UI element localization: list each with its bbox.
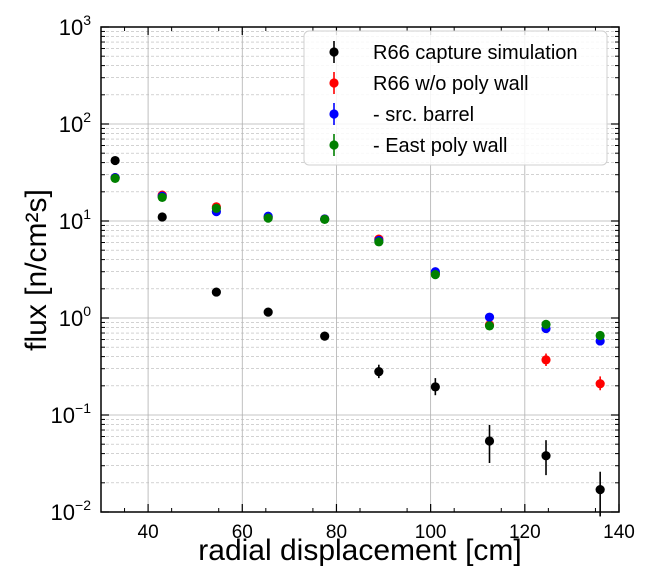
y-tick-label: 10−1 — [51, 400, 92, 428]
data-point — [320, 214, 330, 224]
data-point — [541, 451, 551, 461]
series-4 — [110, 173, 605, 341]
data-point — [211, 287, 221, 297]
x-axis-label: radial displacement [cm] — [198, 534, 521, 567]
y-tick-label: 102 — [59, 109, 91, 137]
data-point — [430, 382, 440, 392]
data-point — [263, 213, 273, 223]
legend: R66 capture simulation R66 w/o poly wall -… — [303, 30, 608, 166]
data-point — [484, 321, 495, 331]
y-axis-label: flux [n/cm²s] — [20, 189, 53, 351]
legend-item: - East poly wall — [329, 134, 508, 157]
x-tick-label: 120 — [509, 522, 541, 543]
legend-marker — [329, 47, 339, 57]
y-tick-label: 100 — [59, 303, 91, 331]
legend-item: R66 w/o poly wall — [329, 72, 529, 95]
legend-label: R66 w/o poly wall — [373, 73, 529, 95]
data-point — [374, 237, 384, 247]
y-tick-label: 103 — [59, 12, 91, 40]
data-point — [595, 485, 605, 495]
data-point — [595, 330, 605, 341]
legend-label: R66 capture simulation — [373, 42, 578, 64]
data-point — [110, 155, 120, 166]
legend-marker — [329, 109, 339, 119]
legend-item: - src. barrel — [329, 103, 474, 126]
legend-label: - East poly wall — [373, 135, 508, 157]
data-point — [595, 379, 605, 389]
data-point — [157, 212, 167, 222]
series-layer — [110, 155, 605, 517]
data-point — [430, 270, 440, 280]
legend-label: - src. barrel — [373, 104, 474, 126]
data-point — [320, 331, 330, 341]
x-tick-label: 100 — [415, 522, 447, 543]
x-tick-label: 60 — [232, 522, 253, 543]
data-point — [484, 436, 495, 446]
x-tick-label: 140 — [603, 522, 635, 543]
tick-labels: 40 60 80 100 120 140 10−2 10−1 100 101 102 103 — [51, 12, 635, 543]
data-point — [157, 192, 167, 203]
legend-box — [303, 30, 608, 166]
data-point — [374, 367, 384, 377]
x-tick-label: 40 — [138, 522, 159, 543]
series-1 — [110, 155, 605, 517]
data-point — [484, 312, 495, 322]
legend-marker — [329, 78, 339, 88]
y-tick-label: 101 — [59, 206, 91, 234]
data-point — [263, 307, 273, 317]
data-point — [541, 319, 551, 329]
x-tick-label: 80 — [326, 522, 347, 543]
data-point — [211, 203, 221, 213]
legend-item: R66 capture simulation — [329, 41, 578, 64]
data-point — [541, 355, 551, 365]
data-point — [110, 173, 120, 183]
legend-marker — [329, 140, 339, 150]
y-tick-label: 10−2 — [51, 497, 92, 525]
